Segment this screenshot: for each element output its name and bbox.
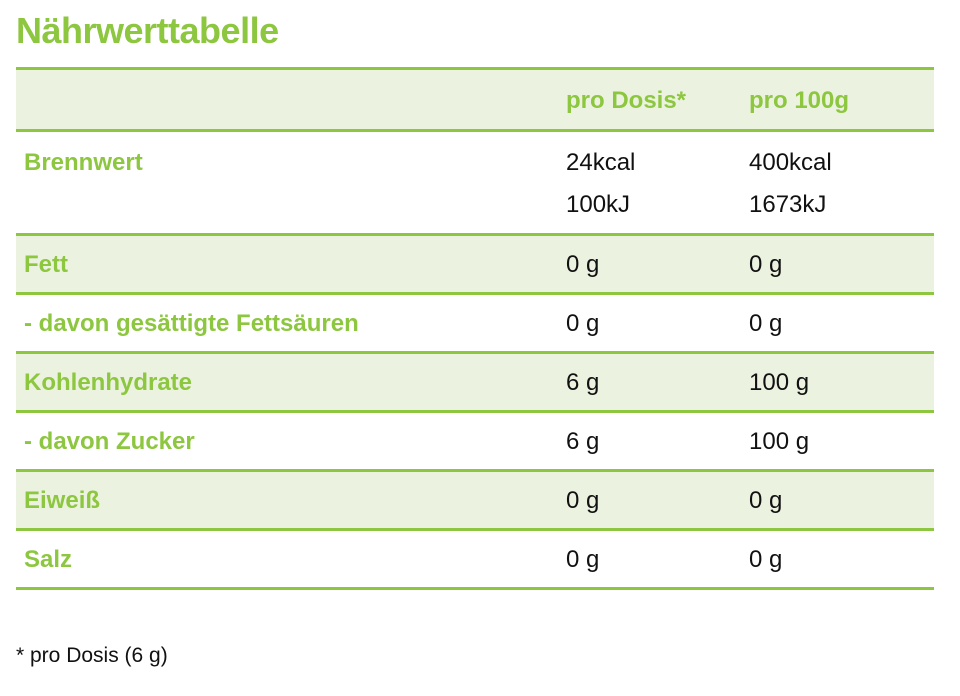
table-row: Salz 0 g 0 g — [16, 531, 934, 590]
value-line: 24kcal — [566, 149, 636, 176]
table-row: - davon gesättigte Fettsäuren 0 g 0 g — [16, 295, 934, 354]
row-label: Eiweiß — [24, 487, 101, 514]
nutrition-table: pro Dosis* pro 100g Brennwert 24kcal 100… — [16, 67, 934, 590]
value-line: 100kJ — [566, 191, 631, 218]
row-value-per-dose: 0 g — [566, 546, 600, 573]
row-value-per-100g: 0 g — [749, 546, 783, 573]
footnote: * pro Dosis (6 g) — [16, 644, 168, 667]
row-label: - davon gesättigte Fettsäuren — [24, 310, 359, 337]
row-value-per-dose: 6 g — [566, 369, 600, 396]
row-value-per-dose: 6 g — [566, 428, 600, 455]
header-blank-cell — [16, 70, 566, 129]
row-value-per-dose: 0 g — [566, 487, 600, 514]
value-line: 400kcal — [749, 149, 832, 176]
table-row: Kohlenhydrate 6 g 100 g — [16, 354, 934, 413]
row-label: Salz — [24, 546, 73, 573]
row-value-per-dose: 0 g — [566, 251, 600, 278]
header-per-dose: pro Dosis* — [566, 87, 687, 114]
row-value-per-100g: 400kcal 1673kJ — [749, 132, 934, 233]
row-label: Brennwert — [24, 149, 143, 176]
value-line: 1673kJ — [749, 191, 827, 218]
row-value-per-100g: 0 g — [749, 310, 783, 337]
row-value-per-100g: 100 g — [749, 369, 810, 396]
row-label: - davon Zucker — [24, 428, 195, 455]
table-row: - davon Zucker 6 g 100 g — [16, 413, 934, 472]
row-value-per-100g: 0 g — [749, 251, 783, 278]
row-label: Fett — [24, 251, 68, 278]
row-value-per-100g: 100 g — [749, 428, 810, 455]
table-header-row: pro Dosis* pro 100g — [16, 70, 934, 132]
page-title: Nährwerttabelle — [16, 10, 279, 51]
row-value-per-100g: 0 g — [749, 487, 783, 514]
table-row: Fett 0 g 0 g — [16, 236, 934, 295]
row-value-per-dose: 24kcal 100kJ — [566, 132, 749, 233]
row-label: Kohlenhydrate — [24, 369, 193, 396]
header-per-100g: pro 100g — [749, 87, 850, 114]
row-value-per-dose: 0 g — [566, 310, 600, 337]
table-row: Eiweiß 0 g 0 g — [16, 472, 934, 531]
table-row: Brennwert 24kcal 100kJ 400kcal 1673kJ — [16, 132, 934, 236]
